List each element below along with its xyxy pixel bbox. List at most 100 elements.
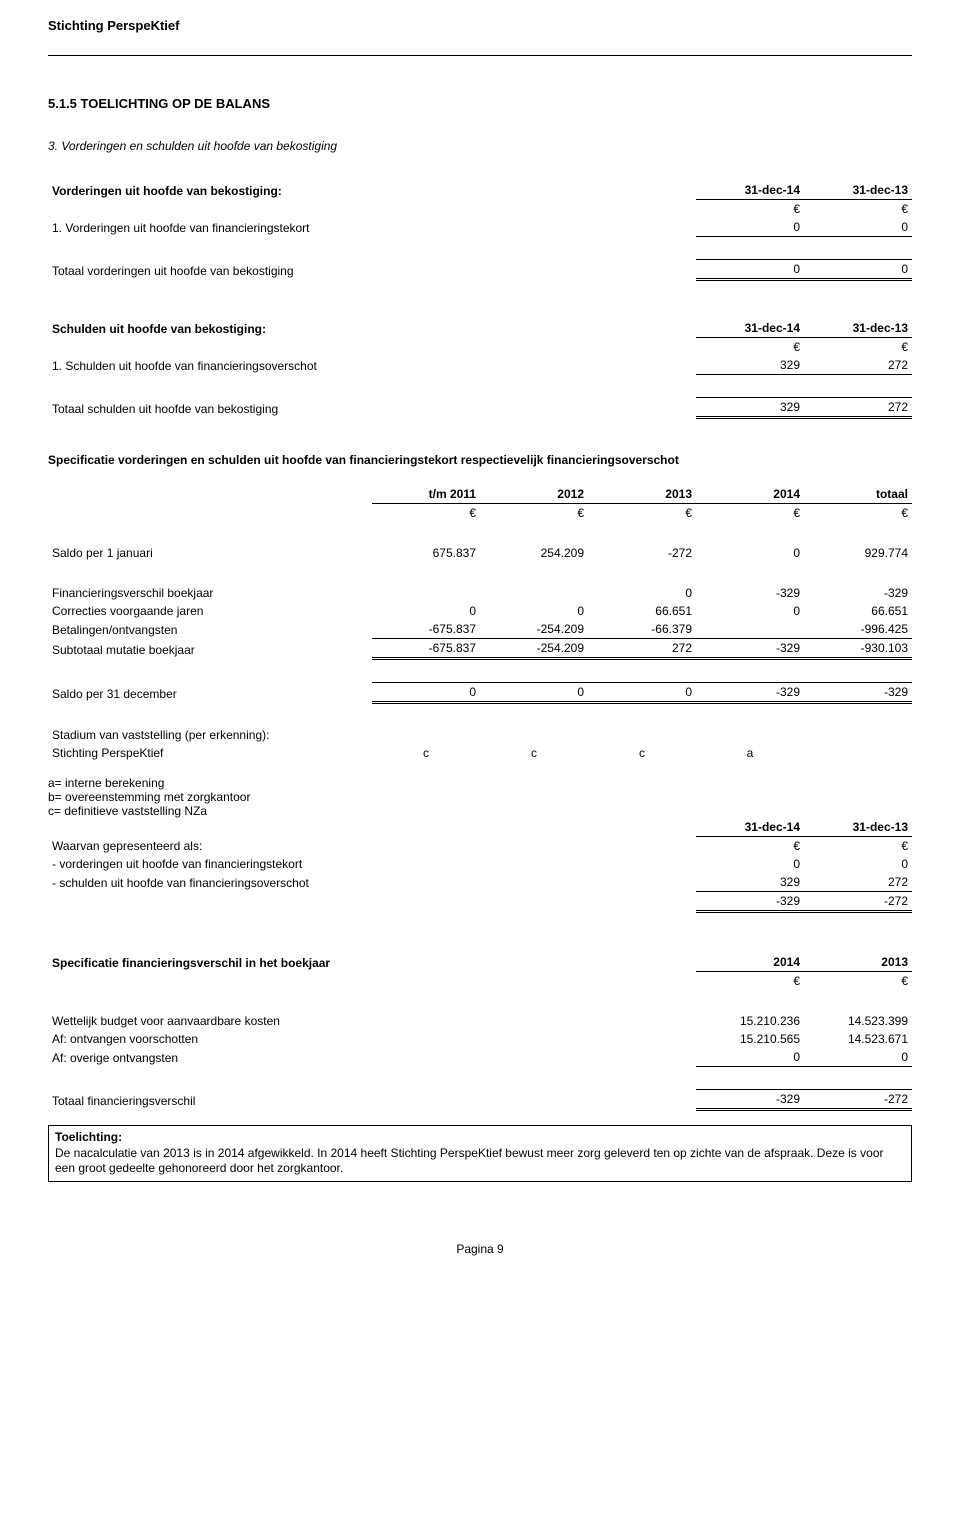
specbj-tot-label: Totaal financieringsverschil: [48, 1090, 696, 1110]
vord-row1-c1: 0: [696, 218, 804, 237]
betalingen-label: Betalingen/ontvangsten: [48, 620, 372, 639]
vord-col2: 31-dec-13: [804, 181, 912, 200]
saldo31dec-v3: 0: [588, 683, 696, 703]
saldo1jan-v2: 254.209: [480, 544, 588, 562]
betalingen-v5: -996.425: [804, 620, 912, 639]
schuld-tot-c2: 272: [804, 398, 912, 418]
subtotaal-v1: -675.837: [372, 639, 480, 659]
waarvan-r1-label: - vorderingen uit hoofde van financierin…: [48, 855, 696, 873]
spec-h2: 2012: [480, 485, 588, 504]
vord-row1-label: 1. Vorderingen uit hoofde van financieri…: [48, 218, 696, 237]
waarvan-label: Waarvan gepresenteerd als:: [48, 837, 696, 856]
betalingen-v3: -66.379: [588, 620, 696, 639]
schuld-col2: 31-dec-13: [804, 319, 912, 338]
correcties-label: Correcties voorgaande jaren: [48, 602, 372, 620]
stadium-label: Stadium van vaststelling (per erkenning)…: [48, 726, 372, 744]
waarvan-tot-c2: -272: [804, 892, 912, 912]
finverschil-v1: [372, 584, 480, 602]
subtotaal-v2: -254.209: [480, 639, 588, 659]
specbj-r3-c1: 0: [696, 1048, 804, 1067]
stadium-v2: c: [480, 744, 588, 762]
subtotaal-label: Subtotaal mutatie boekjaar: [48, 639, 372, 659]
saldo1jan-label: Saldo per 1 januari: [48, 544, 372, 562]
finverschil-v2: [480, 584, 588, 602]
saldo1jan-v4: 0: [696, 544, 804, 562]
correcties-v1: 0: [372, 602, 480, 620]
schuld-tot-label: Totaal schulden uit hoofde van bekostigi…: [48, 398, 696, 418]
specbj-r2-label: Af: ontvangen voorschotten: [48, 1030, 696, 1048]
table-spec: t/m 2011 2012 2013 2014 totaal € € € € €…: [48, 485, 912, 762]
specbj-r1-label: Wettelijk budget voor aanvaardbare koste…: [48, 1012, 696, 1030]
vord-tot-label: Totaal vorderingen uit hoofde van bekost…: [48, 260, 696, 280]
section-part3: 3. Vorderingen en schulden uit hoofde va…: [48, 139, 912, 153]
vord-label: Vorderingen uit hoofde van bekostiging:: [48, 181, 696, 200]
schuld-tot-c1: 329: [696, 398, 804, 418]
finverschil-v3: 0: [588, 584, 696, 602]
saldo31dec-label: Saldo per 31 december: [48, 683, 372, 703]
vord-row1-c2: 0: [804, 218, 912, 237]
box-title: Toelichting:: [55, 1130, 122, 1144]
table-spec-boekjaar: Specificatie financieringsverschil in he…: [48, 953, 912, 1111]
betalingen-v4: [696, 620, 804, 639]
spec-h1: t/m 2011: [372, 485, 480, 504]
waarvan-r2-c2: 272: [804, 873, 912, 892]
correcties-v4: 0: [696, 602, 804, 620]
saldo1jan-v1: 675.837: [372, 544, 480, 562]
spec-cur2: €: [480, 504, 588, 523]
schuld-cur1: €: [696, 338, 804, 357]
schuld-row1-c2: 272: [804, 356, 912, 375]
saldo31dec-v2: 0: [480, 683, 588, 703]
stadium-v1: c: [372, 744, 480, 762]
legend-b: b= overeenstemming met zorgkantoor: [48, 790, 912, 804]
vord-cur1: €: [696, 200, 804, 219]
specbj-tot-c2: -272: [804, 1090, 912, 1110]
correcties-v3: 66.651: [588, 602, 696, 620]
finverschil-v4: -329: [696, 584, 804, 602]
waarvan-r1-c1: 0: [696, 855, 804, 873]
stadium-v3: c: [588, 744, 696, 762]
saldo1jan-v5: 929.774: [804, 544, 912, 562]
spec-cur3: €: [588, 504, 696, 523]
table-waarvan: 31-dec-14 31-dec-13 Waarvan gepresenteer…: [48, 818, 912, 913]
vord-tot-c1: 0: [696, 260, 804, 280]
waarvan-tot-c1: -329: [696, 892, 804, 912]
schuld-col1: 31-dec-14: [696, 319, 804, 338]
waarvan-h1: 31-dec-14: [696, 818, 804, 837]
schuld-label: Schulden uit hoofde van bekostiging:: [48, 319, 696, 338]
waarvan-r2-c1: 329: [696, 873, 804, 892]
waarvan-cur2: €: [804, 837, 912, 856]
specbj-h2: 2013: [804, 953, 912, 972]
specbj-cur2: €: [804, 972, 912, 991]
saldo1jan-v3: -272: [588, 544, 696, 562]
section-title: 5.1.5 TOELICHTING OP DE BALANS: [48, 96, 912, 111]
saldo31dec-v5: -329: [804, 683, 912, 703]
specbj-r2-c2: 14.523.671: [804, 1030, 912, 1048]
subtotaal-v4: -329: [696, 639, 804, 659]
spec-h4: 2014: [696, 485, 804, 504]
saldo31dec-v1: 0: [372, 683, 480, 703]
waarvan-r2-label: - schulden uit hoofde van financieringso…: [48, 873, 696, 892]
page-footer: Pagina 9: [48, 1242, 912, 1256]
correcties-v2: 0: [480, 602, 588, 620]
table-vorderingen: Vorderingen uit hoofde van bekostiging: …: [48, 181, 912, 419]
betalingen-v2: -254.209: [480, 620, 588, 639]
schuld-row1-label: 1. Schulden uit hoofde van financierings…: [48, 356, 696, 375]
spec-title: Specificatie vorderingen en schulden uit…: [48, 453, 912, 467]
stadium-v4: a: [696, 744, 804, 762]
vord-cur2: €: [804, 200, 912, 219]
waarvan-r1-c2: 0: [804, 855, 912, 873]
betalingen-v1: -675.837: [372, 620, 480, 639]
specbj-r3-label: Af: overige ontvangsten: [48, 1048, 696, 1067]
spec-cur1: €: [372, 504, 480, 523]
schuld-row1-c1: 329: [696, 356, 804, 375]
spec-cur5: €: [804, 504, 912, 523]
legend-a: a= interne berekening: [48, 776, 912, 790]
specbj-r1-c1: 15.210.236: [696, 1012, 804, 1030]
specbj-h1: 2014: [696, 953, 804, 972]
waarvan-h2: 31-dec-13: [804, 818, 912, 837]
spec-h3: 2013: [588, 485, 696, 504]
schuld-cur2: €: [804, 338, 912, 357]
page-header-org: Stichting PerspeKtief: [48, 18, 912, 33]
explanation-box: Toelichting: De nacalculatie van 2013 is…: [48, 1125, 912, 1182]
correcties-v5: 66.651: [804, 602, 912, 620]
